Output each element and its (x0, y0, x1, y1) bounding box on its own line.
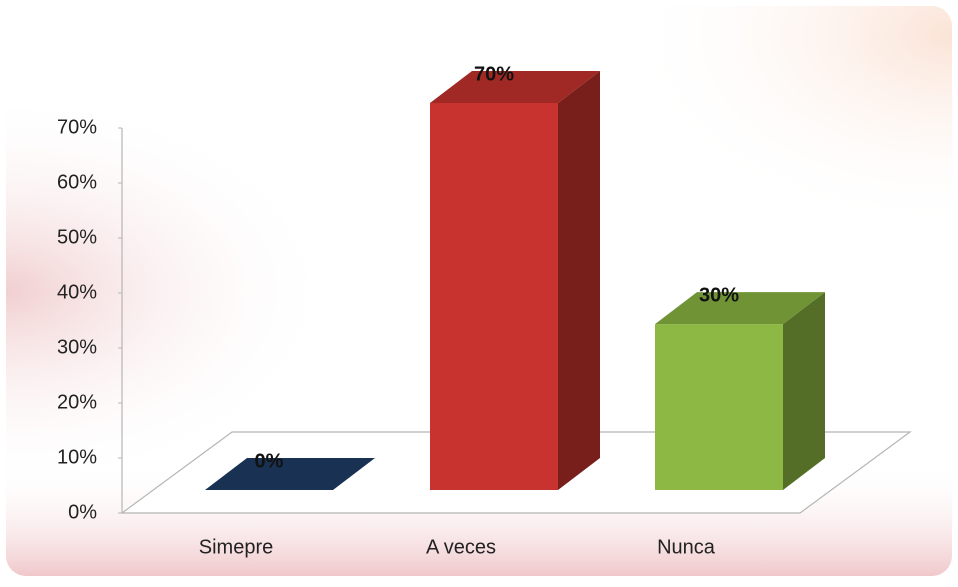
bar-top (205, 458, 375, 490)
y-tick-label: 60% (57, 171, 97, 193)
bar-side (783, 292, 825, 490)
bar (205, 458, 375, 490)
x-tick-label: Simepre (199, 536, 273, 558)
bar-front (430, 103, 558, 490)
bar-side (558, 71, 600, 490)
value-label: 0% (255, 450, 284, 472)
y-tick-label: 30% (57, 336, 97, 358)
value-label: 70% (474, 63, 514, 85)
y-tick-label: 0% (68, 501, 97, 523)
bar-front (655, 324, 783, 490)
bar-top (655, 292, 825, 325)
y-tick-label: 10% (57, 446, 97, 468)
x-tick-label: A veces (426, 536, 496, 558)
bar-top (430, 71, 600, 103)
y-tick-label: 70% (57, 116, 97, 138)
y-tick-label: 40% (57, 281, 97, 303)
bar (655, 292, 825, 490)
x-tick-label: Nunca (657, 536, 716, 558)
value-label: 30% (699, 284, 739, 306)
bar (430, 71, 600, 490)
y-tick-label: 50% (57, 226, 97, 248)
y-tick-label: 20% (57, 391, 97, 413)
